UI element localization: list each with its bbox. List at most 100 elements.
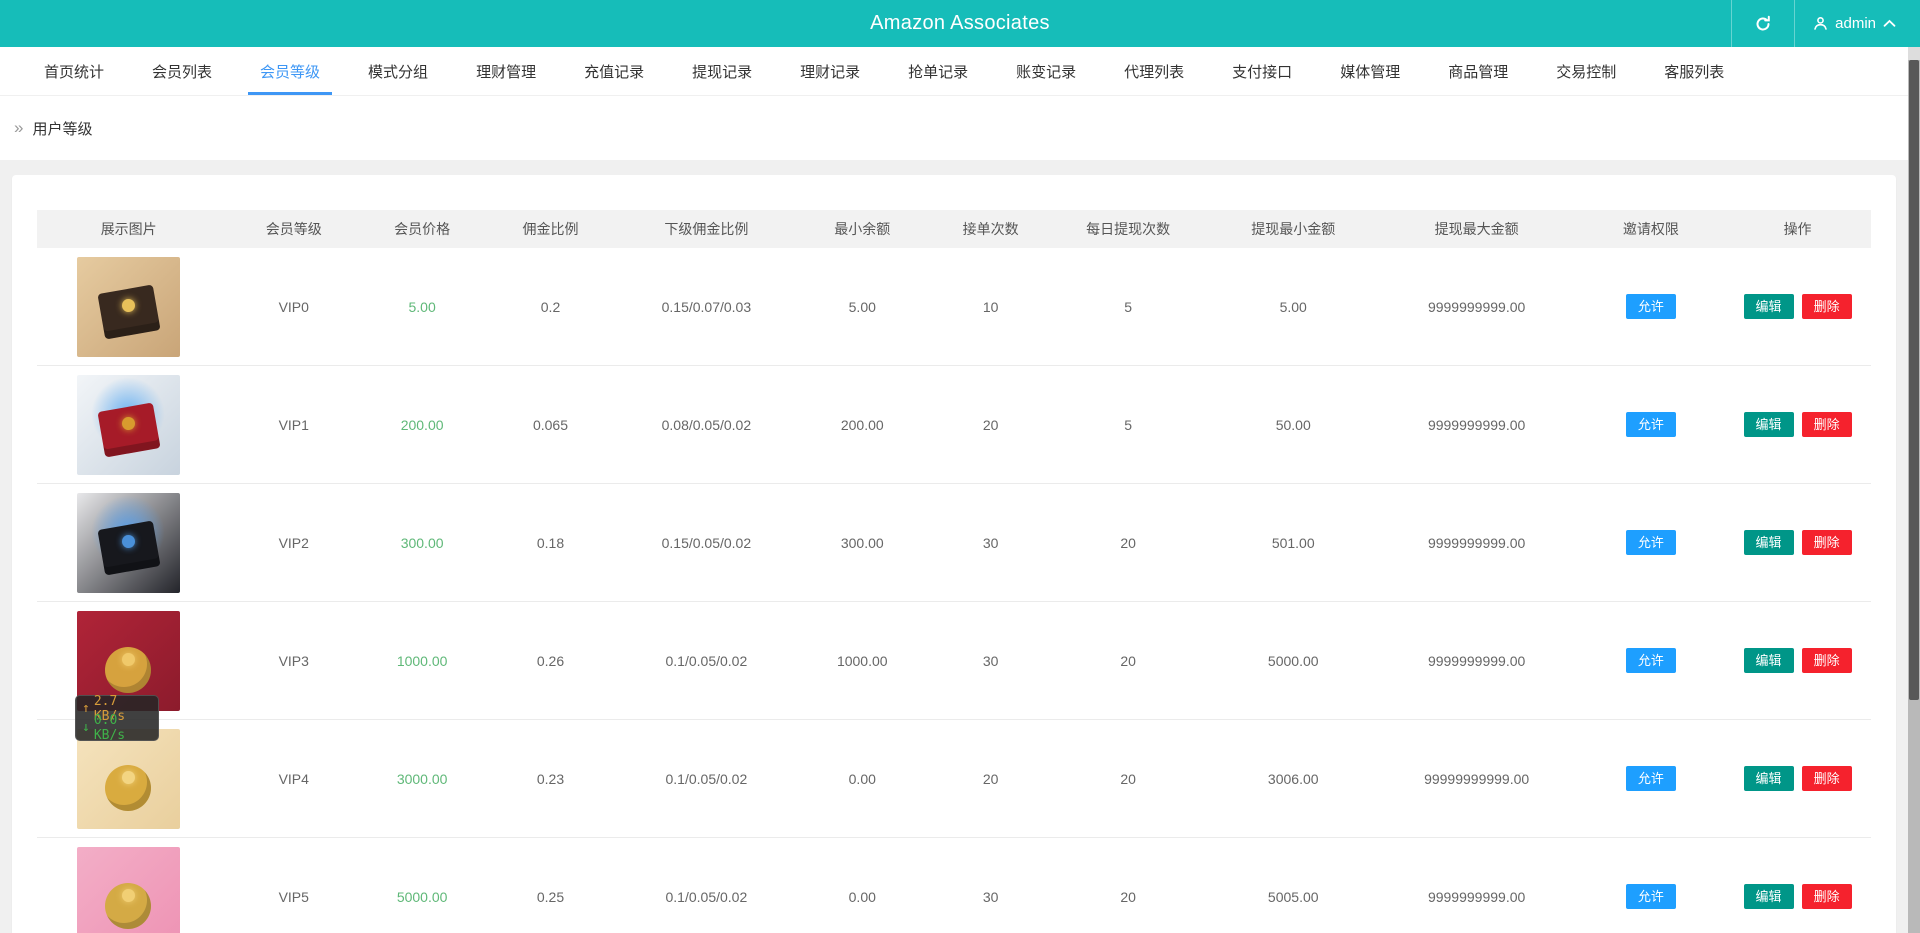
cell-price: 3000.00 — [396, 770, 448, 787]
product-image — [77, 256, 181, 357]
edit-button[interactable]: 编辑 — [1743, 412, 1794, 437]
download-speed: 0.0 KB/s — [93, 712, 126, 743]
user-menu[interactable]: admin — [1795, 0, 1920, 47]
edit-button[interactable]: 编辑 — [1743, 884, 1794, 909]
edit-button[interactable]: 编辑 — [1743, 530, 1794, 555]
cell-invite: 允许 — [1577, 530, 1724, 555]
download-arrow-icon: ↓ — [82, 720, 90, 735]
allow-button[interactable]: 允许 — [1625, 294, 1676, 319]
column-header: 提现最小金额 — [1251, 221, 1336, 237]
tab-2[interactable]: 会员列表 — [152, 63, 213, 81]
cell-max_withdraw: 9999999999.00 — [1427, 888, 1526, 905]
cell-level: VIP2 — [278, 534, 309, 551]
tab-3[interactable]: 会员等级 — [236, 47, 344, 95]
table-body: VIP0 5.00 0.2 0.15/0.07/0.03 5.00 10 5 5.00 9999… — [37, 248, 1871, 933]
refresh-button[interactable] — [1732, 0, 1794, 47]
delete-button[interactable]: 删除 — [1801, 648, 1852, 673]
cell-min_balance: 1000.00 — [836, 652, 888, 669]
cell-actions: 编辑 删除 — [1724, 294, 1871, 319]
tab-14[interactable]: 商品管理 — [1448, 63, 1509, 81]
tab-4[interactable]: 模式分组 — [368, 63, 429, 81]
cell-invite: 允许 — [1577, 648, 1724, 673]
scrollbar-thumb[interactable] — [1909, 60, 1919, 700]
tab-16[interactable]: 客服列表 — [1664, 63, 1725, 81]
cell-invite: 允许 — [1577, 884, 1724, 909]
cell-order_count: 30 — [982, 888, 999, 905]
delete-button[interactable]: 删除 — [1801, 412, 1852, 437]
tab-11[interactable]: 代理列表 — [1124, 63, 1185, 81]
cell-image — [37, 728, 220, 829]
cell-level: VIP1 — [278, 416, 309, 433]
tab-7[interactable]: 提现记录 — [692, 63, 753, 81]
column-header: 每日提现次数 — [1086, 221, 1171, 237]
cell-commission: 0.25 — [536, 888, 565, 905]
delete-button[interactable]: 删除 — [1801, 884, 1852, 909]
cell-sub_commission: 0.08/0.05/0.02 — [661, 416, 752, 433]
tab-10[interactable]: 账变记录 — [1016, 63, 1077, 81]
allow-button[interactable]: 允许 — [1625, 412, 1676, 437]
member-level-table: 展示图片 会员等级 会员价格 佣金比例 下级佣金比例 最小余额 接单次数 每日提现次数 提现最小… — [37, 210, 1871, 933]
allow-button[interactable]: 允许 — [1625, 530, 1676, 555]
cell-max_withdraw: 9999999999.00 — [1427, 298, 1526, 315]
cell-price: 1000.00 — [396, 652, 448, 669]
cell-price: 300.00 — [400, 534, 444, 551]
cell-max_withdraw: 9999999999.00 — [1427, 652, 1526, 669]
tab-9[interactable]: 抢单记录 — [908, 63, 969, 81]
header-separator — [1794, 0, 1796, 47]
tab-5[interactable]: 理财管理 — [476, 63, 537, 81]
cell-commission: 0.18 — [536, 534, 565, 551]
allow-button[interactable]: 允许 — [1625, 884, 1676, 909]
cell-daily_withdraw: 5 — [1124, 416, 1133, 433]
delete-button[interactable]: 删除 — [1801, 294, 1852, 319]
cell-invite: 允许 — [1577, 294, 1724, 319]
product-image — [77, 846, 181, 933]
allow-button[interactable]: 允许 — [1625, 648, 1676, 673]
cell-image — [37, 492, 220, 593]
cell-commission: 0.065 — [532, 416, 569, 433]
cell-order_count: 30 — [982, 652, 999, 669]
app-header: Amazon Associates admin — [0, 0, 1920, 47]
column-header: 提现最大金额 — [1434, 221, 1519, 237]
table-row: VIP3 1000.00 0.26 0.1/0.05/0.02 1000.00 30 20 5… — [37, 602, 1871, 720]
refresh-icon — [1754, 15, 1772, 33]
cell-sub_commission: 0.1/0.05/0.02 — [665, 888, 748, 905]
table-card: 展示图片 会员等级 会员价格 佣金比例 下级佣金比例 最小余额 接单次数 每日提现次数 提现最小… — [12, 175, 1896, 933]
cell-max_withdraw: 9999999999.00 — [1427, 416, 1526, 433]
delete-button[interactable]: 删除 — [1801, 530, 1852, 555]
tab-8[interactable]: 理财记录 — [800, 63, 861, 81]
cell-image — [37, 374, 220, 475]
tab-13[interactable]: 媒体管理 — [1340, 63, 1401, 81]
edit-button[interactable]: 编辑 — [1743, 648, 1794, 673]
tab-15[interactable]: 交易控制 — [1556, 63, 1617, 81]
breadcrumb: » 用户等级 — [0, 96, 1920, 160]
column-header: 操作 — [1783, 221, 1812, 237]
cell-level: VIP5 — [278, 888, 309, 905]
cell-min_withdraw: 501.00 — [1271, 534, 1315, 551]
cell-max_withdraw: 99999999999.00 — [1424, 770, 1530, 787]
tab-1[interactable]: 首页统计 — [44, 63, 105, 81]
network-speed-overlay: ↑ 2.7 KB/s ↓ 0.0 KB/s — [75, 694, 159, 743]
cell-actions: 编辑 删除 — [1724, 530, 1871, 555]
cell-commission: 0.26 — [536, 652, 565, 669]
tab-6[interactable]: 充值记录 — [584, 63, 645, 81]
product-image — [77, 728, 181, 829]
cell-sub_commission: 0.1/0.05/0.02 — [665, 770, 748, 787]
cell-image — [37, 256, 220, 357]
cell-invite: 允许 — [1577, 412, 1724, 437]
table-row: VIP4 3000.00 0.23 0.1/0.05/0.02 0.00 20 20 3006… — [37, 720, 1871, 838]
product-image — [77, 374, 181, 475]
column-header: 会员价格 — [394, 221, 451, 237]
cell-daily_withdraw: 20 — [1120, 534, 1136, 551]
allow-button[interactable]: 允许 — [1625, 766, 1676, 791]
cell-price: 5000.00 — [396, 888, 448, 905]
cell-min_withdraw: 5.00 — [1279, 298, 1307, 315]
edit-button[interactable]: 编辑 — [1743, 294, 1794, 319]
tab-12[interactable]: 支付接口 — [1232, 63, 1293, 81]
column-header: 会员等级 — [265, 221, 322, 237]
cell-daily_withdraw: 20 — [1120, 652, 1136, 669]
cell-actions: 编辑 删除 — [1724, 766, 1871, 791]
edit-button[interactable]: 编辑 — [1743, 766, 1794, 791]
cell-level: VIP0 — [278, 298, 309, 315]
product-image — [77, 492, 181, 593]
delete-button[interactable]: 删除 — [1801, 766, 1852, 791]
